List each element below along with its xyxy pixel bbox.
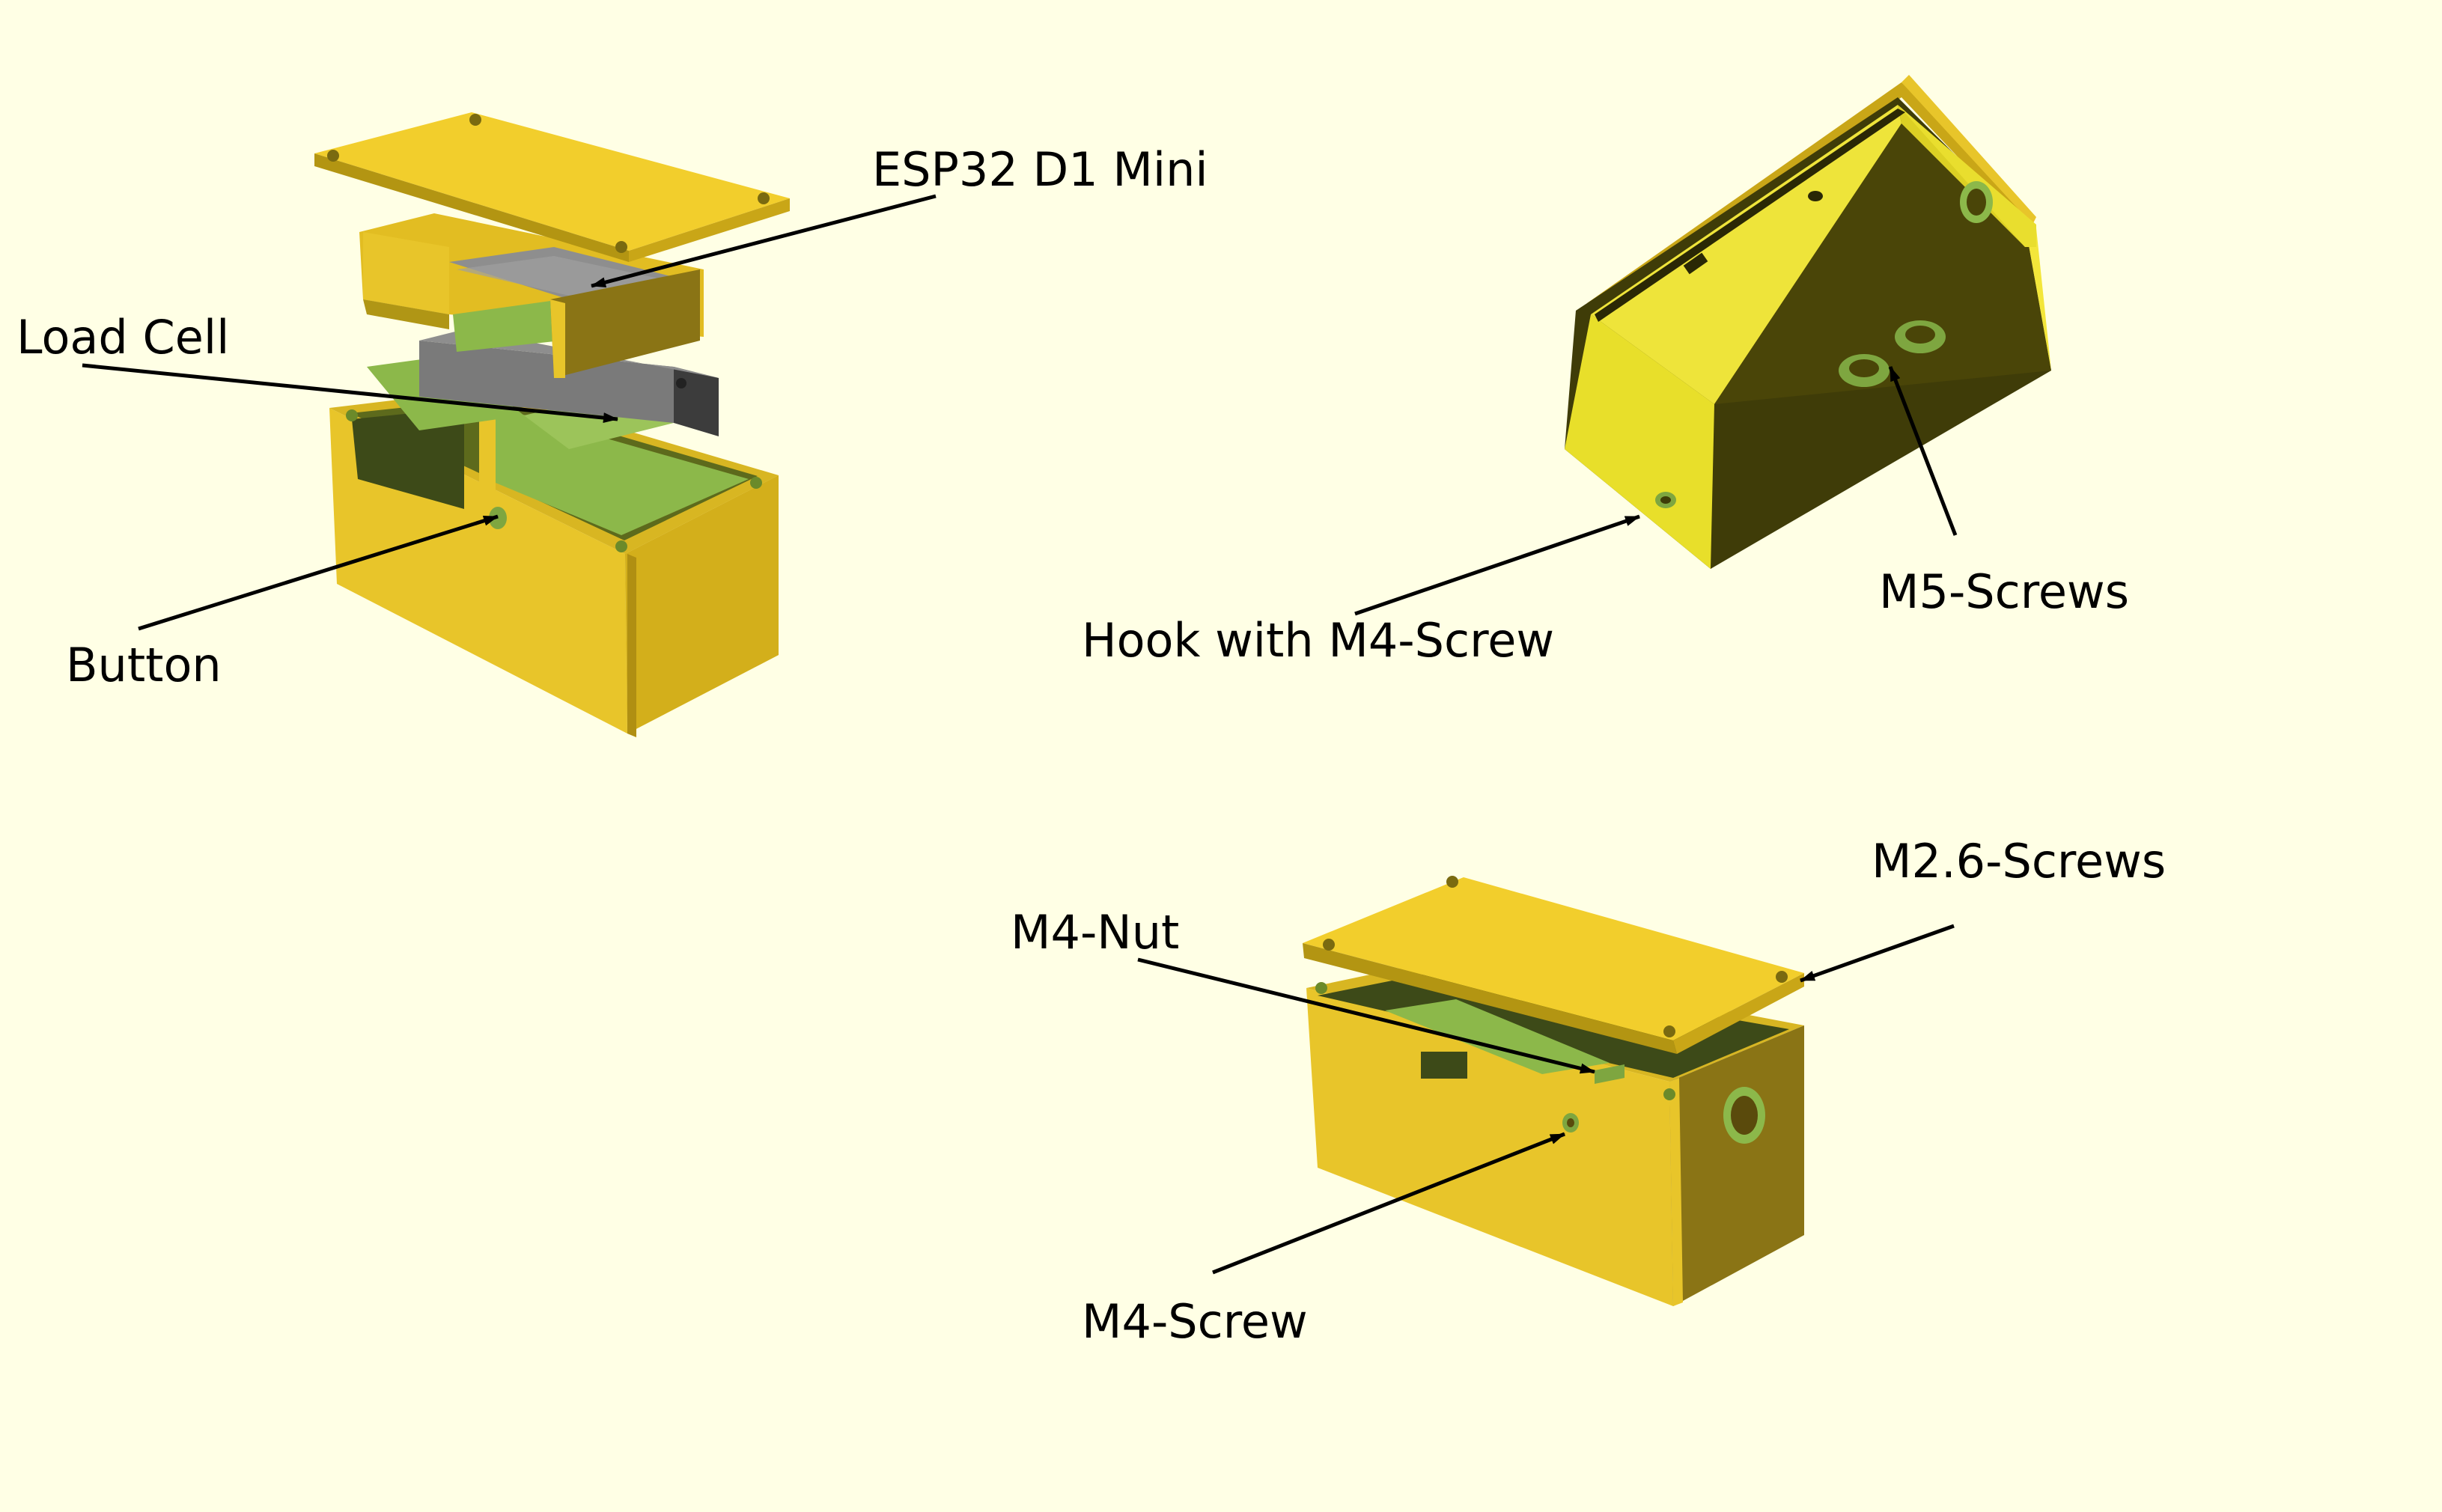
exploded-view [314,112,790,737]
hook-hole [1655,492,1676,508]
assembled-view [1303,876,1804,1306]
underside-view [1565,75,2051,569]
arrow-m4-nut [1137,957,1595,1074]
arrow-hook [1354,514,1640,616]
label-m4-screw: M4-Screw [1082,1294,1308,1349]
label-m26-screws: M2.6-Screws [1872,834,2167,888]
arrow-m26-screws [1800,924,1955,983]
arrow-load-cell [82,363,618,424]
label-esp32: ESP32 D1 Mini [872,142,1208,197]
arrow-m4-screw [1212,1132,1565,1275]
leader-arrows [82,194,1958,1275]
m5-screw-bosses [1839,320,1946,387]
label-button: Button [66,638,222,692]
bottom-case [329,389,779,737]
arrow-button [138,514,499,631]
assembled-lid [1303,876,1804,1054]
arrow-esp32 [591,194,937,288]
arrow-m5-screws [1888,366,1958,536]
esp32-holder [359,213,704,378]
top-lid [314,112,790,262]
label-m5-screws: M5-Screws [1879,564,2130,619]
lid-rim [1587,75,2036,318]
label-hook: Hook with M4-Screw [1082,613,1555,668]
label-load-cell: Load Cell [16,310,230,365]
underside-case [1565,97,2051,569]
label-m4-nut: M4-Nut [1011,905,1180,960]
